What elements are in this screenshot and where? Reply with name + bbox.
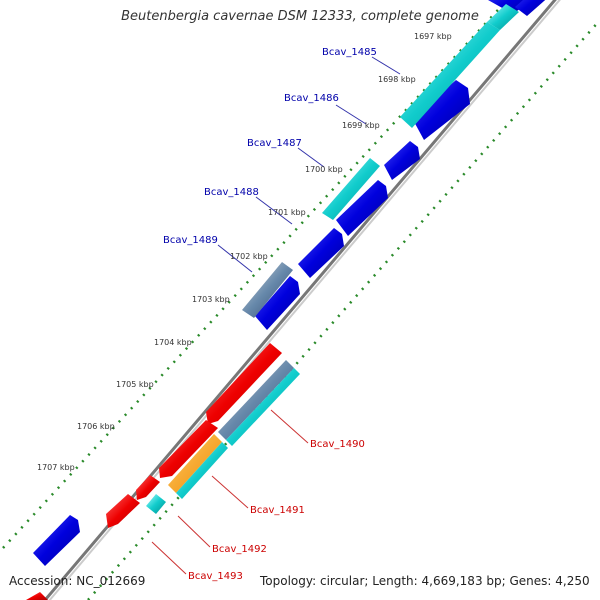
tick-label: 1704 kbp xyxy=(154,338,192,347)
gene-labels: Bcav_1485 Bcav_1486 Bcav_1487 Bcav_1488 Bcav… xyxy=(163,47,377,582)
feature-arrow[interactable] xyxy=(168,434,222,493)
gene-label[interactable]: Bcav_1493 xyxy=(188,571,243,582)
gene-label[interactable]: Bcav_1492 xyxy=(212,544,267,555)
gene-label[interactable]: Bcav_1490 xyxy=(310,439,365,450)
topology-summary: Topology: circular; Length: 4,669,183 bp… xyxy=(260,574,590,588)
feature-arrow[interactable] xyxy=(226,368,300,446)
tick-label: 1707 kbp xyxy=(37,463,75,472)
gene-label[interactable]: Bcav_1488 xyxy=(204,187,259,198)
leader-bcav-1485 xyxy=(371,56,401,75)
leader-bcav-1487 xyxy=(297,147,325,168)
gene-arrow[interactable] xyxy=(255,276,300,330)
tick-label: 1705 kbp xyxy=(116,380,154,389)
leader-bcav-1489 xyxy=(217,244,253,273)
gene-arrow[interactable] xyxy=(33,515,80,566)
gene-label[interactable]: Bcav_1487 xyxy=(247,138,302,149)
gene-arrow[interactable] xyxy=(106,494,140,528)
gene-label[interactable]: Bcav_1489 xyxy=(163,235,218,246)
feature-arrow[interactable] xyxy=(242,262,293,318)
tick-label: 1698 kbp xyxy=(378,75,416,84)
leader-bcav-1493 xyxy=(151,541,187,575)
gene-label[interactable]: Bcav_1486 xyxy=(284,93,339,104)
reverse-strand xyxy=(26,343,282,600)
gene-arrow[interactable] xyxy=(206,343,282,424)
tick-label: 1699 kbp xyxy=(342,121,380,130)
tick-track-inner xyxy=(87,19,600,600)
feature-arrow[interactable] xyxy=(176,442,228,499)
tick-label: 1703 kbp xyxy=(192,295,230,304)
gene-arrow[interactable] xyxy=(412,80,470,140)
tick-label: 1706 kbp xyxy=(77,422,115,431)
gene-label[interactable]: Bcav_1485 xyxy=(322,47,377,58)
accession-label: Accession: NC_012669 xyxy=(9,574,146,588)
tick-labels: 1697 kbp 1698 kbp 1699 kbp 1700 kbp 1701 kbp… xyxy=(37,32,452,472)
gene-arrow[interactable] xyxy=(384,141,420,180)
gene-arrow[interactable] xyxy=(26,592,48,600)
tick-label: 1700 kbp xyxy=(305,165,343,174)
feature-arrow[interactable] xyxy=(400,22,500,128)
forward-strand xyxy=(33,0,552,566)
feature-track xyxy=(146,4,519,514)
gene-arrow[interactable] xyxy=(159,420,218,478)
gene-arrow[interactable] xyxy=(515,0,552,16)
feature-arrow[interactable] xyxy=(218,360,294,440)
feature-arrow[interactable] xyxy=(322,158,380,220)
gene-arrow[interactable] xyxy=(298,228,344,278)
gene-arrow[interactable] xyxy=(336,180,388,236)
leader-bcav-1492 xyxy=(177,515,211,548)
feature-arrow[interactable] xyxy=(487,4,519,30)
gene-label[interactable]: Bcav_1491 xyxy=(250,505,305,516)
tick-label: 1702 kbp xyxy=(230,252,268,261)
leader-bcav-1490 xyxy=(270,409,309,444)
gene-arrow[interactable] xyxy=(136,475,160,500)
leader-bcav-1491 xyxy=(211,475,249,509)
feature-arrow[interactable] xyxy=(146,494,166,514)
tick-label: 1697 kbp xyxy=(414,32,452,41)
tick-track-outer xyxy=(2,0,509,549)
map-title: Beutenbergia cavernae DSM 12333, complet… xyxy=(121,9,479,24)
leader-bcav-1486 xyxy=(335,104,367,125)
leader-bcav-1488 xyxy=(255,196,293,225)
tick-label: 1701 kbp xyxy=(268,208,306,217)
